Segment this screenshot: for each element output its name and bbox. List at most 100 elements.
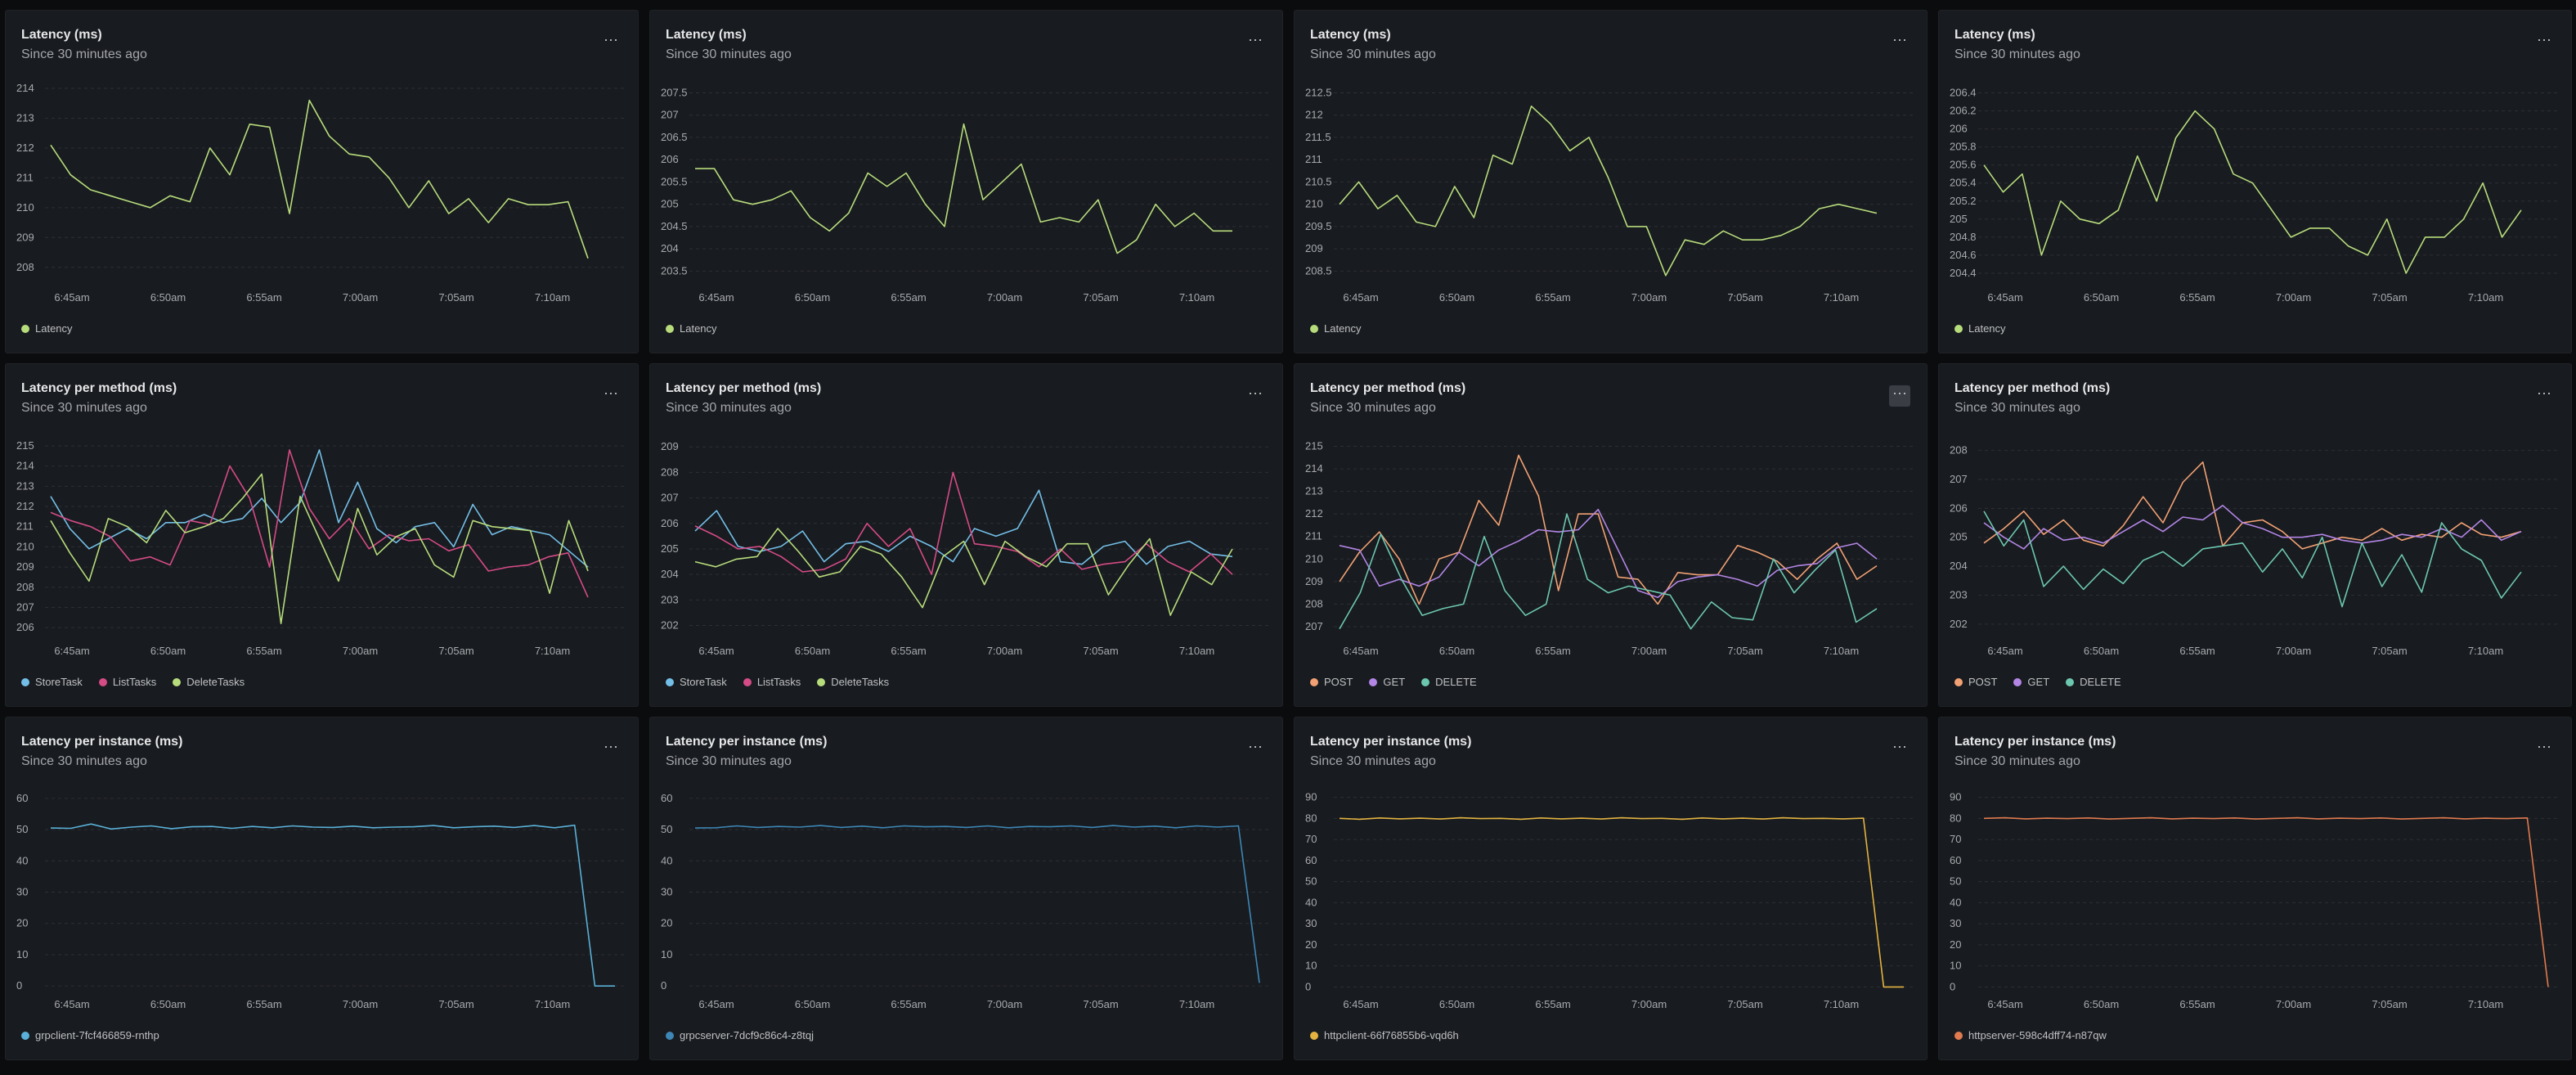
panel-title: Latency (ms) — [1954, 28, 2035, 42]
x-tick-label: 6:45am — [1343, 998, 1378, 1010]
x-tick-label: 7:00am — [1631, 645, 1667, 657]
panel-menu-icon[interactable]: ··· — [1892, 31, 1907, 47]
chart-panel[interactable]: Latency per instance (ms) Since 30 minute… — [1938, 717, 2572, 1060]
legend-item[interactable]: grpcserver-7dcf9c86c4-z8tqj — [666, 1029, 814, 1041]
panel-menu-icon[interactable]: ··· — [604, 31, 618, 47]
x-tick-label: 6:45am — [1987, 998, 2022, 1010]
panel-menu-icon[interactable]: ··· — [1889, 385, 1910, 407]
y-tick-label: 40 — [1305, 896, 1317, 908]
y-tick-label: 20 — [16, 917, 28, 929]
legend-item[interactable]: httpserver-598c4dff74-n87qw — [1954, 1029, 2107, 1041]
legend-item[interactable]: grpclient-7fcf466859-rnthp — [21, 1029, 159, 1041]
legend-item[interactable]: POST — [1954, 676, 1997, 688]
panel-menu-icon[interactable]: ··· — [604, 385, 618, 401]
legend-item[interactable]: ListTasks — [743, 676, 801, 688]
chart-panel[interactable]: Latency (ms) Since 30 minutes ago ··· 208.5… — [1294, 10, 1928, 353]
x-tick-label: 7:05am — [1083, 998, 1118, 1010]
y-tick-label: 40 — [16, 854, 28, 866]
panel-menu-icon[interactable]: ··· — [1248, 738, 1263, 754]
legend-item[interactable]: DELETE — [1421, 676, 1477, 688]
legend-dot-icon — [666, 324, 674, 333]
legend-item[interactable]: GET — [1369, 676, 1405, 688]
y-tick-label: 205 — [661, 198, 679, 210]
x-tick-label: 6:50am — [1439, 998, 1474, 1010]
panel-menu-icon[interactable]: ··· — [1248, 31, 1263, 47]
panel-menu-icon[interactable]: ··· — [2537, 31, 2551, 47]
y-tick-label: 214 — [1305, 462, 1323, 475]
x-tick-label: 6:50am — [2084, 645, 2119, 657]
panel-title: Latency per instance (ms) — [666, 735, 828, 749]
legend-item[interactable]: DeleteTasks — [817, 676, 889, 688]
legend-dot-icon — [666, 677, 674, 686]
chart-panel[interactable]: Latency (ms) Since 30 minutes ago ··· 208 20… — [5, 10, 639, 353]
chart-panel[interactable]: Latency per method (ms) Since 30 minutes … — [5, 363, 639, 707]
panel-title: Latency per method (ms) — [21, 381, 177, 395]
legend-item[interactable]: POST — [1310, 676, 1353, 688]
y-tick-label: 20 — [661, 917, 672, 929]
chart-panel[interactable]: Latency per instance (ms) Since 30 minute… — [5, 717, 639, 1060]
panel-menu-icon[interactable]: ··· — [2537, 385, 2551, 401]
series-line — [694, 489, 1233, 565]
x-tick-label: 6:55am — [246, 291, 281, 304]
panel-menu-icon[interactable]: ··· — [1248, 385, 1263, 401]
y-tick-label: 208 — [16, 581, 34, 593]
legend-label: ListTasks — [112, 676, 157, 688]
x-tick-label: 7:10am — [2468, 291, 2503, 304]
chart-panel[interactable]: Latency (ms) Since 30 minutes ago ··· 204.4… — [1938, 10, 2572, 353]
y-tick-label: 203.5 — [661, 264, 688, 277]
legend-label: GET — [1383, 676, 1406, 688]
series-line — [1983, 461, 2522, 550]
legend-item[interactable]: StoreTask — [666, 676, 727, 688]
series-line — [1983, 110, 2522, 274]
y-tick-label: 210.5 — [1305, 175, 1332, 187]
panel-menu-icon[interactable]: ··· — [2537, 738, 2551, 754]
panel-title: Latency per instance (ms) — [1310, 735, 1472, 749]
x-tick-label: 6:45am — [698, 998, 734, 1010]
legend-item[interactable]: StoreTask — [21, 676, 83, 688]
line-chart: 0 10 20 30 40 50 60 70 80 90 6:45am 6:50am 6:55am 7:0… — [1950, 791, 2557, 1010]
legend-item[interactable]: DELETE — [2066, 676, 2121, 688]
legend-dot-icon — [817, 677, 826, 686]
panel-menu-icon[interactable]: ··· — [1892, 738, 1907, 754]
chart-panel[interactable]: Latency per method (ms) Since 30 minutes … — [1938, 363, 2572, 707]
legend-item[interactable]: GET — [2013, 676, 2049, 688]
chart-panel[interactable]: Latency per instance (ms) Since 30 minute… — [1294, 717, 1928, 1060]
y-tick-label: 40 — [1950, 896, 1961, 908]
y-tick-label: 209.5 — [1305, 220, 1332, 232]
chart-panel[interactable]: Latency per method (ms) Since 30 minutes … — [1294, 363, 1928, 707]
series-line — [50, 823, 615, 987]
legend-dot-icon — [1954, 324, 1963, 333]
x-tick-label: 7:00am — [343, 645, 378, 657]
x-tick-label: 6:45am — [54, 998, 89, 1010]
y-tick-label: 209 — [661, 440, 679, 452]
legend: POST GET DELETE — [1310, 676, 1477, 688]
chart-panel[interactable]: Latency per instance (ms) Since 30 minute… — [649, 717, 1283, 1060]
y-tick-label: 206.5 — [661, 131, 688, 143]
legend: grpcserver-7dcf9c86c4-z8tqj — [666, 1029, 814, 1041]
legend-label: httpserver-598c4dff74-n87qw — [1968, 1029, 2107, 1041]
x-tick-label: 7:00am — [1631, 998, 1667, 1010]
legend-item[interactable]: Latency — [666, 322, 717, 335]
legend-item[interactable]: httpclient-66f76855b6-vqd6h — [1310, 1029, 1459, 1041]
legend-item[interactable]: ListTasks — [98, 676, 157, 688]
panel-menu-icon[interactable]: ··· — [604, 738, 618, 754]
x-tick-label: 6:50am — [150, 291, 186, 304]
panel-title: Latency per instance (ms) — [21, 735, 183, 749]
legend-label: ListTasks — [756, 676, 801, 688]
series-line — [1983, 511, 2522, 608]
legend-item[interactable]: Latency — [1310, 322, 1362, 335]
legend-item[interactable]: DeleteTasks — [173, 676, 245, 688]
legend-item[interactable]: Latency — [1954, 322, 2006, 335]
legend-item[interactable]: Latency — [21, 322, 73, 335]
panel-subtitle: Since 30 minutes ago — [666, 47, 792, 61]
x-tick-label: 6:50am — [1439, 645, 1474, 657]
y-tick-label: 207.5 — [661, 86, 688, 98]
y-tick-label: 205.6 — [1950, 159, 1977, 171]
chart-panel[interactable]: Latency (ms) Since 30 minutes ago ··· 203.5… — [649, 10, 1283, 353]
y-tick-label: 0 — [1950, 980, 1955, 992]
panel-subtitle: Since 30 minutes ago — [21, 754, 147, 768]
line-chart: 0 10 20 30 40 50 60 70 80 90 6:45am 6:50am 6:55am 7:0… — [1305, 791, 1913, 1010]
y-tick-label: 50 — [1305, 875, 1317, 888]
chart-panel[interactable]: Latency per method (ms) Since 30 minutes … — [649, 363, 1283, 707]
x-tick-label: 7:05am — [1727, 645, 1762, 657]
